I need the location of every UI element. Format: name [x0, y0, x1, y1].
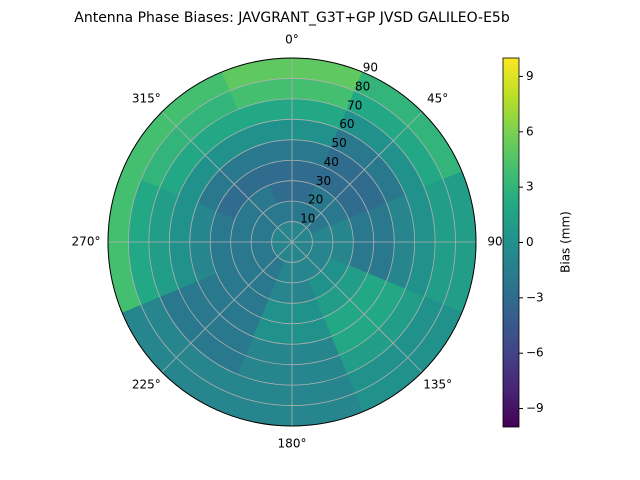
colorbar-tick-label: 0	[526, 235, 534, 249]
grid-spoke	[161, 241, 293, 373]
theta-tick-label: 135°	[423, 377, 452, 391]
r-tick-label: 50	[331, 136, 346, 150]
colorbar-tick-label: −9	[526, 401, 544, 415]
grid-spoke	[291, 111, 423, 243]
theta-tick-label: 45°	[427, 92, 448, 106]
colorbar-tick-label: −3	[526, 290, 544, 304]
theta-tick-label: 315°	[132, 92, 161, 106]
r-tick-label: 30	[316, 174, 331, 188]
colorbar-tick-label: 9	[526, 69, 534, 83]
theta-tick-label: 0°	[285, 33, 299, 47]
r-tick-label: 80	[355, 79, 370, 93]
colorbar	[502, 57, 520, 428]
polar-frame	[107, 57, 477, 427]
colorbar-tick-label: 6	[526, 124, 534, 138]
r-tick-label: 70	[347, 98, 362, 112]
r-tick-label: 60	[339, 117, 354, 131]
theta-tick-label: 270°	[72, 235, 101, 249]
grid-spoke	[291, 241, 423, 373]
grid-spoke	[161, 111, 293, 243]
colorbar-label: Bias (mm)	[559, 211, 573, 273]
colorbar-tick-label: 3	[526, 180, 534, 194]
colorbar-tick-label: −6	[526, 346, 544, 360]
theta-tick-label: 180°	[278, 437, 307, 451]
r-tick-label: 40	[324, 155, 339, 169]
r-tick-label: 20	[308, 193, 323, 207]
theta-tick-label: 225°	[132, 377, 161, 391]
r-tick-label: 10	[300, 212, 315, 226]
r-tick-label: 90	[363, 61, 378, 75]
chart-title: Antenna Phase Biases: JAVGRANT_G3T+GP JV…	[74, 10, 510, 26]
